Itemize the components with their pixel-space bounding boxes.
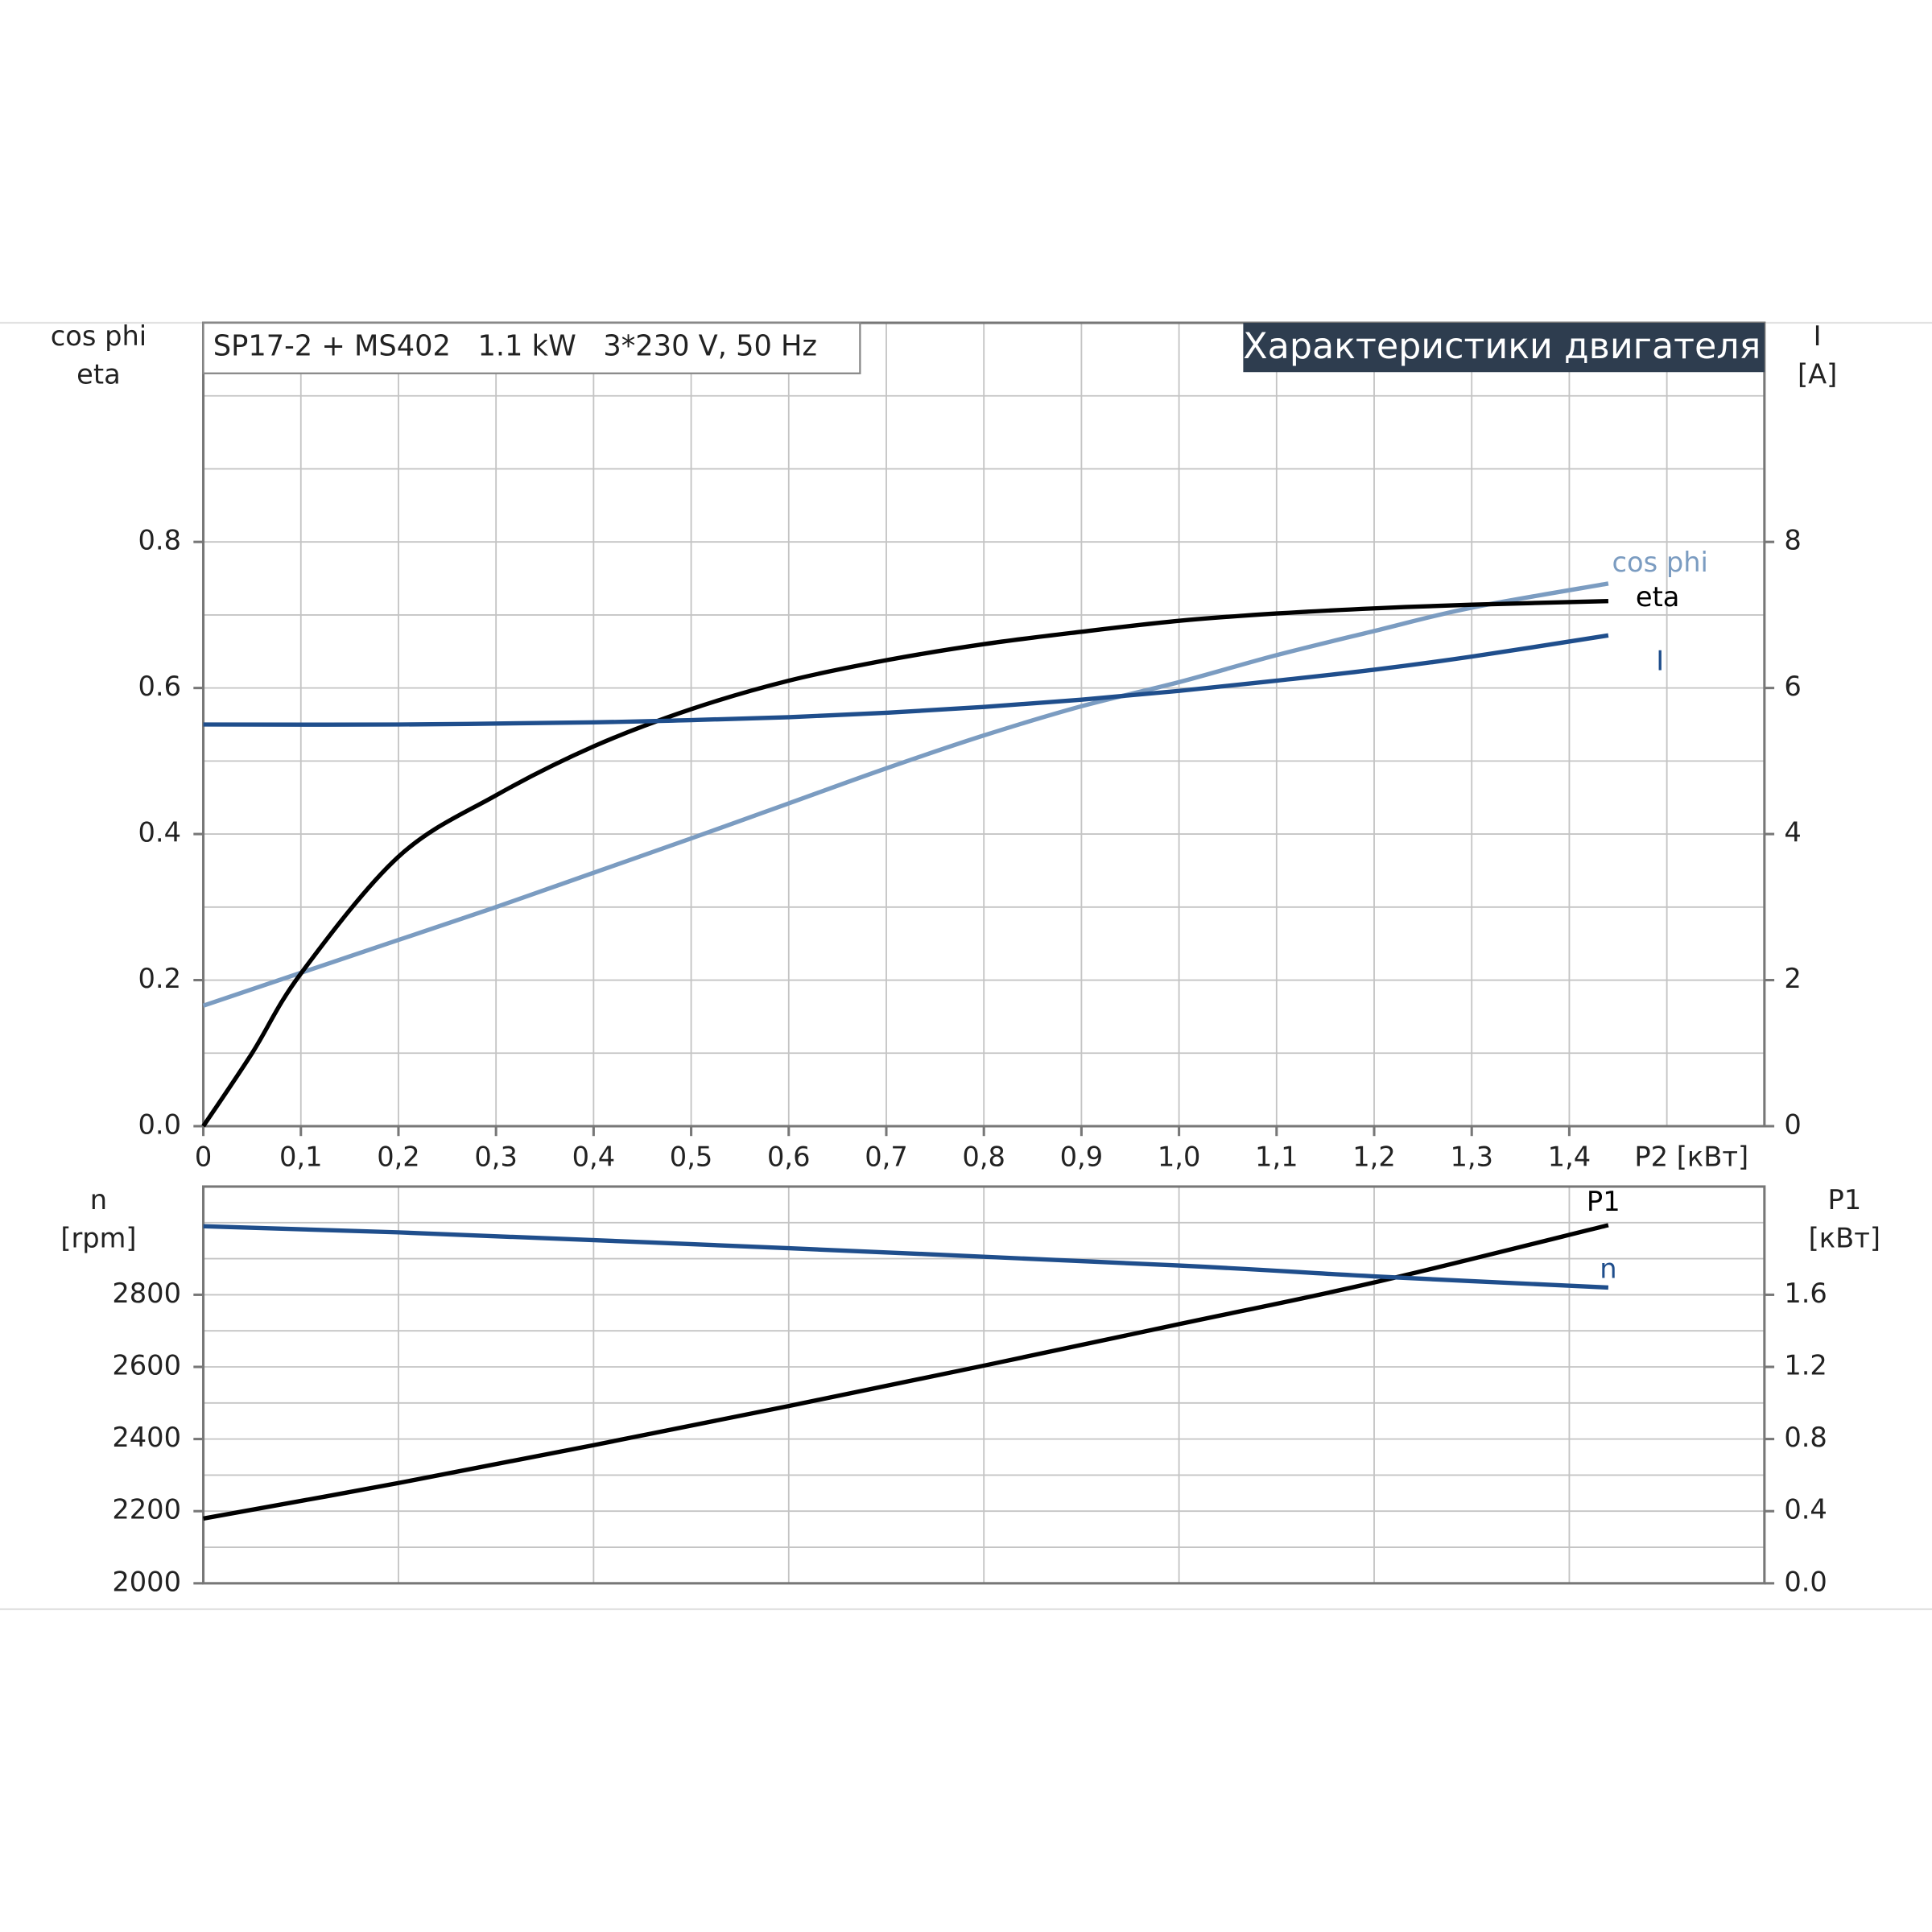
y-tick-label: 2200 bbox=[112, 1494, 181, 1525]
y-tick-label: 2800 bbox=[112, 1278, 181, 1309]
x-tick-label: 0 bbox=[195, 1141, 212, 1172]
series-line bbox=[201, 598, 1608, 1128]
y-axis-label: eta bbox=[76, 358, 121, 390]
x-tick-label: 0,9 bbox=[1060, 1141, 1104, 1172]
y-tick-label: 2400 bbox=[112, 1422, 181, 1453]
series-label: eta bbox=[1636, 581, 1680, 613]
y2-tick-label: 0.4 bbox=[1784, 1494, 1827, 1525]
series-label: cos phi bbox=[1612, 547, 1708, 578]
x-tick-label: 0,1 bbox=[279, 1141, 323, 1172]
y2-axis-label: [A] bbox=[1798, 358, 1837, 390]
x-tick-label: 0,4 bbox=[572, 1141, 616, 1172]
plot-frame bbox=[202, 1185, 1766, 1585]
series-line bbox=[203, 1224, 1609, 1290]
x-tick-label: 0,7 bbox=[865, 1141, 908, 1172]
y-tick-label: 2000 bbox=[112, 1566, 181, 1597]
y-axis-label: n bbox=[90, 1184, 107, 1216]
y-tick-label: 0.4 bbox=[138, 817, 181, 848]
series-label: I bbox=[1656, 645, 1664, 676]
y2-tick-label: 0 bbox=[1784, 1108, 1801, 1140]
y2-tick-label: 8 bbox=[1784, 525, 1801, 556]
header-box bbox=[202, 321, 861, 374]
x-tick-label: 0,3 bbox=[474, 1141, 518, 1172]
series-label: P1 bbox=[1587, 1186, 1620, 1217]
series-line bbox=[203, 1223, 1609, 1521]
chart-title: Характеристики двигателя bbox=[1243, 326, 1761, 367]
y2-tick-label: 1.2 bbox=[1784, 1350, 1827, 1381]
y2-axis-label: I bbox=[1814, 320, 1822, 352]
header: SP17-2 + MS402 1.1 kW 3*230 V, 50 Hz bbox=[213, 330, 817, 363]
x-tick-label: 0,6 bbox=[767, 1141, 811, 1172]
y2-tick-label: 2 bbox=[1784, 963, 1801, 994]
y2-tick-label: 0.8 bbox=[1784, 1422, 1827, 1453]
y2-tick-label: 4 bbox=[1784, 817, 1801, 848]
y-tick-label: 0.2 bbox=[138, 963, 181, 994]
y2-tick-label: 0.0 bbox=[1784, 1566, 1827, 1597]
y-axis-label: cos phi bbox=[51, 320, 147, 352]
y2-axis-label: [кВт] bbox=[1809, 1222, 1880, 1253]
x-tick-label: 1,4 bbox=[1548, 1141, 1591, 1172]
series-line bbox=[202, 581, 1609, 1008]
y-tick-label: 0.6 bbox=[138, 671, 181, 702]
y-tick-label: 0.0 bbox=[138, 1108, 181, 1140]
y-tick-label: 2600 bbox=[112, 1350, 181, 1381]
x-axis-label: P2 [кВт] bbox=[1634, 1141, 1748, 1172]
y-tick-label: 0.8 bbox=[138, 525, 181, 556]
title-box bbox=[1243, 323, 1765, 373]
x-tick-label: 0,5 bbox=[670, 1141, 713, 1172]
x-tick-label: 0,2 bbox=[377, 1141, 420, 1172]
series-line bbox=[203, 633, 1609, 727]
x-tick-label: 1,3 bbox=[1450, 1141, 1493, 1172]
x-tick-label: 1,1 bbox=[1255, 1141, 1298, 1172]
y2-tick-label: 6 bbox=[1784, 671, 1801, 702]
x-tick-label: 0,8 bbox=[962, 1141, 1005, 1172]
y2-axis-label: P1 bbox=[1827, 1184, 1861, 1216]
x-tick-label: 1,2 bbox=[1352, 1141, 1396, 1172]
x-tick-label: 1,0 bbox=[1158, 1141, 1201, 1172]
y2-tick-label: 1.6 bbox=[1784, 1278, 1827, 1309]
series-label: n bbox=[1600, 1253, 1616, 1285]
y-axis-label: [rpm] bbox=[60, 1222, 136, 1253]
